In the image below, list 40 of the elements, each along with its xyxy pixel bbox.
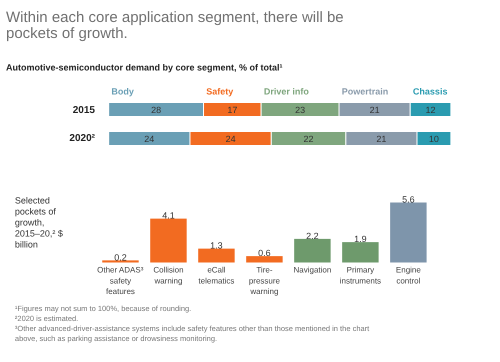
x-tick-label: Other ADAS³ safety features <box>97 266 144 296</box>
data-label: 21 <box>376 134 386 144</box>
data-label: 23 <box>295 105 306 115</box>
data-label: 17 <box>227 105 238 115</box>
x-tick-label: Navigation <box>294 266 332 274</box>
x-tick-label: eCall telematics <box>198 266 234 286</box>
series-label: Powertrain <box>342 86 388 96</box>
data-label: 2.2 <box>306 230 319 241</box>
y-tick-label: 2020² <box>69 133 96 144</box>
series-label: Chassis <box>412 86 448 96</box>
data-label: 0.2 <box>114 252 127 262</box>
data-label: 5.6 <box>402 194 415 204</box>
data-label: 4.1 <box>162 210 175 221</box>
data-label: 1.3 <box>210 240 223 251</box>
data-label: 28 <box>151 105 162 115</box>
x-tick-label: Collision warning <box>153 266 184 286</box>
bar <box>246 256 283 262</box>
chart-subtitle: Automotive-semiconductor demand by core segment, % of total¹ <box>6 62 283 72</box>
x-tick-label: Engine control <box>396 266 422 286</box>
data-label: 12 <box>426 105 436 115</box>
chart-title: Within each core application segment, there will be pockets of growth. <box>6 9 344 42</box>
data-label: 10 <box>428 134 439 144</box>
bar <box>390 202 427 262</box>
bar <box>294 238 331 262</box>
y-tick-label: 2015 <box>72 105 96 116</box>
data-label: 22 <box>304 134 314 144</box>
data-label: 24 <box>226 134 236 144</box>
bar <box>150 218 187 262</box>
text: Selected pockets of growth, 2015–20,² $ billion <box>14 196 63 250</box>
bar <box>198 248 235 262</box>
x-tick-label: Tire-pressure warning <box>248 266 281 296</box>
data-label: 0.6 <box>258 248 271 258</box>
series-label: Safety <box>206 86 234 96</box>
data-label: 24 <box>144 134 154 144</box>
x-tick-label: Primary instruments <box>340 266 382 286</box>
data-label: 1.9 <box>354 234 367 244</box>
data-label: 21 <box>370 105 380 115</box>
bar <box>342 242 379 262</box>
series-label: Driver info <box>264 86 310 96</box>
series-label: Body <box>111 86 134 96</box>
